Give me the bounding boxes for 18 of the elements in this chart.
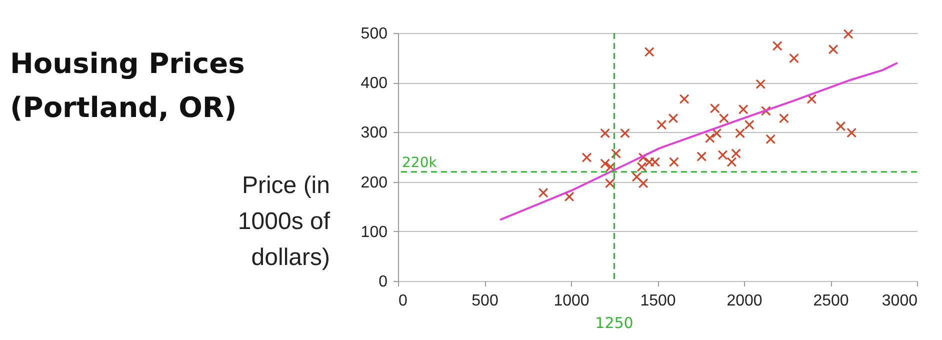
y-axis-title: Price (in 1000s of dollars) xyxy=(236,171,330,273)
y-tick-label: 500 xyxy=(360,26,388,42)
y-tick-label: 100 xyxy=(360,224,388,241)
line-series xyxy=(500,62,898,220)
x-tick-label: 500 xyxy=(472,292,498,310)
ref-line-label: 220k xyxy=(402,154,438,171)
x-tick-label: 3000 xyxy=(882,292,918,310)
text: Housing Prices (Portland, OR) xyxy=(10,46,246,126)
y-tick-label: 200 xyxy=(360,174,388,192)
y-tick-label: 0 xyxy=(378,274,388,290)
x-tick-label: 1500 xyxy=(640,292,676,310)
x-tick-label: 2000 xyxy=(726,292,762,310)
x-tick-label: 0 xyxy=(398,292,408,310)
x-tick-label: 1000 xyxy=(554,292,590,310)
ref-line-label: 1250 xyxy=(595,314,634,332)
y-tick-label: 400 xyxy=(360,75,388,92)
y-tick-label: 300 xyxy=(360,124,388,142)
x-tick-label: 2500 xyxy=(813,292,849,310)
